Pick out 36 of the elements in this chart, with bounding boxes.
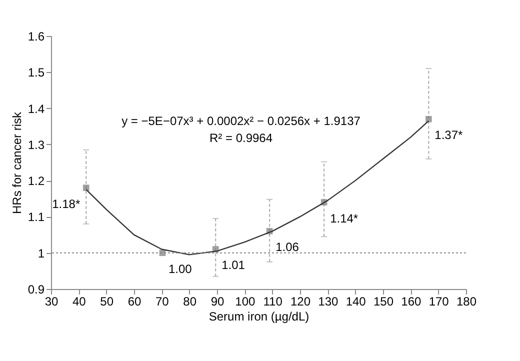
y-tick-label: 1.1 [28,210,45,224]
annotation: R² = 0.9964 [209,131,273,145]
data-label: 1.14* [330,211,358,226]
x-tick-label: 50 [100,294,114,308]
y-tick-label: 1.5 [28,66,45,80]
x-axis-title: Serum iron (µg/dL) [208,310,310,324]
y-tick-label: 1.4 [28,102,45,116]
y-axis-title: HRs for cancer risk [10,111,24,214]
x-tick-label: 80 [183,294,197,308]
x-tick-label: 130 [318,294,338,308]
x-tick-label: 120 [290,294,311,308]
data-label: 1.18* [52,196,80,211]
y-tick-label: 1.2 [28,174,45,188]
x-tick-label: 170 [428,294,450,308]
x-tick-label: 180 [456,294,477,308]
point [425,116,432,122]
point [82,184,90,191]
x-tick-label: 140 [346,294,366,308]
x-tick-label: 100 [235,294,256,308]
data-label: 1.01 [222,258,246,272]
x-tick-label: 70 [155,294,170,308]
x-tick-label: 160 [401,294,422,308]
y-tick-label: 1.6 [28,30,45,44]
y-tick-label: 1.3 [28,138,45,152]
x-tick-label: 150 [373,294,394,308]
annotation: y = −5E−07x³ + 0.0002x² − 0.0256x + 1.9137 [122,114,361,128]
data-label: 1.06 [276,240,300,254]
x-tick-label: 30 [44,294,58,308]
data-label: 1.37* [434,128,464,142]
y-tick-label: 0.9 [28,282,45,296]
y-tick-label: 1 [38,246,45,260]
data-label: 1.00 [168,262,192,276]
x-tick-label: 90 [210,294,224,308]
x-tick-label: 60 [128,294,142,308]
x-tick-label: 110 [263,294,283,308]
x-tick-label: 40 [72,294,86,308]
